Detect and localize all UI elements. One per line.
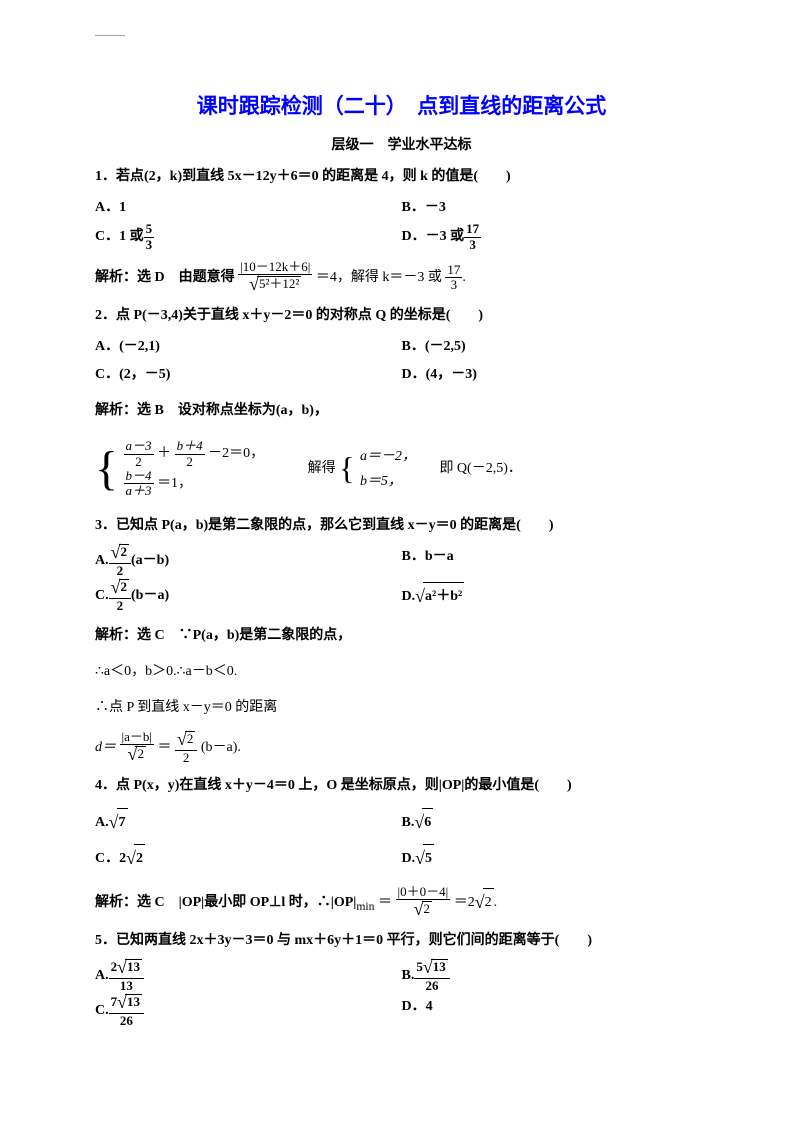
q3-options: A.√22(a－b) B．b－a C.√22(b－a) D.√a²＋b² — [95, 543, 708, 614]
q1-period: . — [462, 270, 466, 285]
brace-icon: { — [339, 456, 354, 482]
q4-B: B.√6 — [402, 804, 709, 840]
q2-row1: a－32 ＋ b＋42 －2＝0， — [124, 439, 265, 469]
q4-A: A.√7 — [95, 804, 402, 840]
q2-final: 即 Q(－2,5)． — [439, 461, 521, 476]
q5-D: D．4 — [402, 993, 709, 1028]
q4-text: 4．点 P(x，y)在直线 x＋y－4＝0 上，O 是坐标原点，则|OP|的最小… — [95, 775, 708, 797]
q5-C: C.7√1326 — [95, 993, 402, 1028]
q3-a2: ∴a＜0，b＞0.∴a－b＜0. — [95, 658, 708, 686]
q3-a4: d＝ |a－b|√2 ＝ √22 (b－a). — [95, 730, 708, 765]
q1-D-prefix: D．－3 或 — [402, 229, 465, 244]
doc-subtitle: 层级一 学业水平达标 — [95, 134, 708, 154]
q2-D: D．(4，－3) — [402, 361, 709, 389]
q1-analysis: 解析：选 D 由题意得 |10－12k＋6| √5²＋12² ＝4，解得 k＝－… — [95, 260, 708, 295]
q2-A: A．(－2,1) — [95, 333, 402, 361]
q1-D-frac: 173 — [464, 222, 481, 252]
q3-a3: ∴点 P 到直线 x－y＝0 的距离 — [95, 694, 708, 722]
q2-sol2: b＝5， — [360, 469, 416, 494]
q5-options: A.2√1313 B.5√1326 C.7√1326 D．4 — [95, 958, 708, 1028]
doc-title: 课时跟踪检测（二十） 点到直线的距离公式 — [95, 90, 708, 120]
q4-min-sub: min — [356, 899, 374, 912]
q3-B: B．b－a — [402, 543, 709, 578]
q4-C: C．2√2 — [95, 840, 402, 876]
q3-text: 3．已知点 P(a，b)是第二象限的点，那么它到直线 x－y＝0 的距离是( ) — [95, 515, 708, 537]
q2-ans-label: 解析：选 B 设对称点坐标为(a，b)， — [95, 403, 328, 418]
q2-system: { a－32 ＋ b＋42 －2＝0， b－4a＋3 ＝1， 解得 { a＝－2… — [95, 433, 708, 504]
brace-icon: { — [95, 450, 118, 488]
q4-options: A.√7 B.√6 C．2√2 D.√5 — [95, 804, 708, 876]
q5-text: 5．已知两直线 2x＋3y－3＝0 与 mx＋6y＋1＝0 平行，则它们间的距离… — [95, 930, 708, 952]
q2-C: C．(2，－5) — [95, 361, 402, 389]
q2-solve: 解得 — [308, 461, 336, 476]
q5-B: B.5√1326 — [402, 958, 709, 993]
q1-C-prefix: C．1 或 — [95, 229, 144, 244]
q4-D: D.√5 — [402, 840, 709, 876]
q4-analysis: 解析：选 C |OP|最小即 OP⊥l 时，∴|OP|min ＝ |0＋0－4|… — [95, 884, 708, 920]
q1-ans-label: 解析：选 D 由题意得 — [95, 270, 235, 285]
q2-analysis-1: 解析：选 B 设对称点坐标为(a，b)， — [95, 397, 708, 425]
header-rule — [95, 35, 125, 36]
q1-main-frac: |10－12k＋6| √5²＋12² — [238, 260, 312, 295]
q3-a1: 解析：选 C ∵P(a，b)是第二象限的点， — [95, 622, 708, 650]
q1-text: 1．若点(2，k)到直线 5x－12y＋6＝0 的距离是 4，则 k 的值是( … — [95, 166, 708, 188]
q1-eq: ＝4，解得 k＝－3 或 — [316, 270, 442, 285]
q1-A: A．1 — [95, 194, 402, 222]
q3-C: C.√22(b－a) — [95, 578, 402, 614]
q2-text: 2．点 P(－3,4)关于直线 x＋y－2＝0 的对称点 Q 的坐标是( ) — [95, 305, 708, 327]
q1-C: C．1 或53 — [95, 222, 402, 252]
q1-tail-frac: 173 — [445, 263, 462, 293]
q2-sol1: a＝－2， — [360, 444, 416, 469]
q2-options: A．(－2,1) B．(－2,5) C．(2，－5) D．(4，－3) — [95, 333, 708, 389]
q5-A: A.2√1313 — [95, 958, 402, 993]
q1-C-frac: 53 — [144, 222, 155, 252]
q1-options: A．1 B．－3 C．1 或53 D．－3 或173 — [95, 194, 708, 252]
q1-D: D．－3 或173 — [402, 222, 709, 252]
q2-B: B．(－2,5) — [402, 333, 709, 361]
q3-D: D.√a²＋b² — [402, 578, 709, 614]
q3-A: A.√22(a－b) — [95, 543, 402, 578]
q2-row2: b－4a＋3 ＝1， — [124, 469, 265, 499]
q1-B: B．－3 — [402, 194, 709, 222]
